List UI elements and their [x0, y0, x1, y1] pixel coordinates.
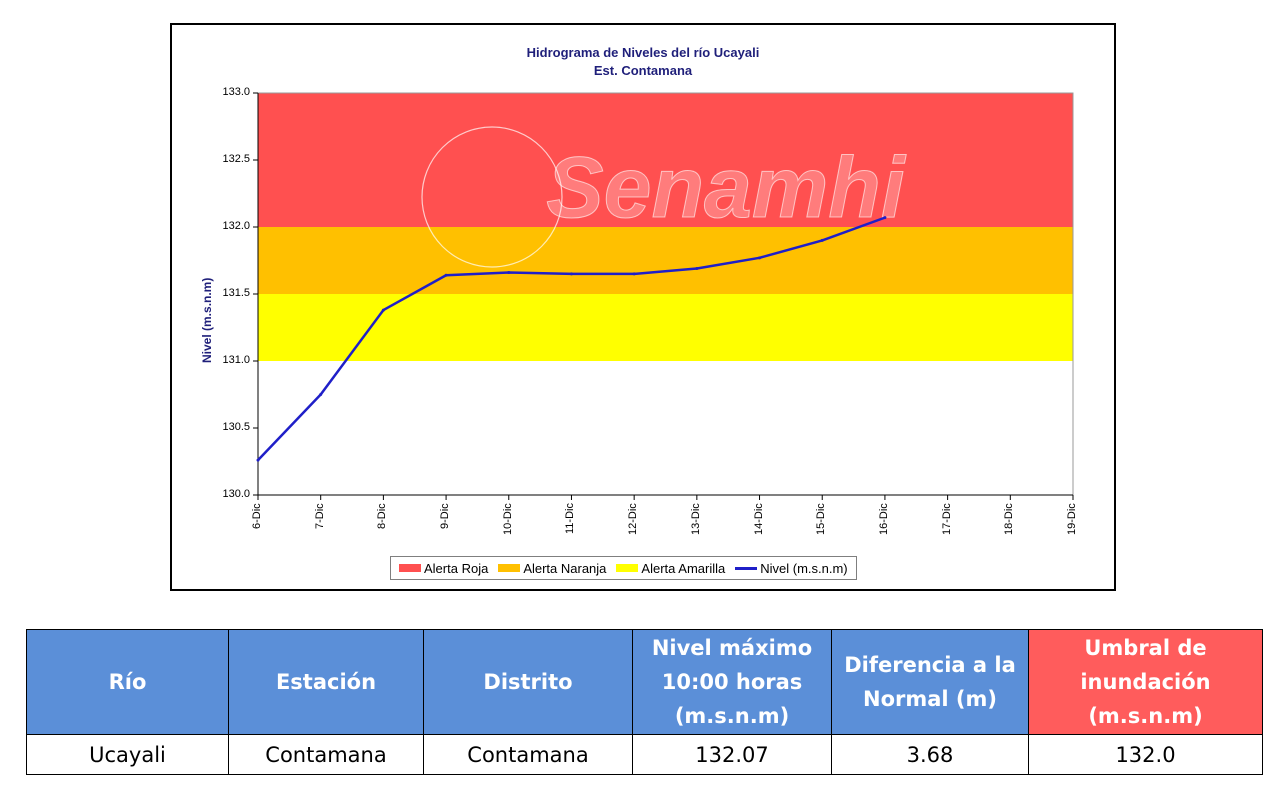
data-point: [883, 216, 887, 220]
data-point: [569, 272, 573, 276]
header-nivel-maximo: Nivel máximo 10:00 horas (m.s.n.m): [632, 629, 832, 735]
legend-label-amarilla: Alerta Amarilla: [641, 560, 726, 576]
header-distrito: Distrito: [423, 629, 633, 735]
x-tick-label: 9-Dic: [439, 503, 452, 529]
x-tick-label: 7-Dic: [313, 503, 326, 529]
cell-nivel-maximo: 132.07: [632, 734, 832, 775]
x-tick-label: 12-Dic: [627, 503, 640, 535]
table-row: Ucayali Contamana Contamana 132.07 3.68 …: [26, 734, 1263, 775]
x-tick-label: 10-Dic: [501, 503, 514, 535]
y-tick-label: 130.0: [222, 488, 250, 500]
legend-item-roja: Alerta Roja: [399, 561, 488, 576]
chart-legend: Alerta Roja Alerta Naranja Alerta Amaril…: [390, 556, 857, 580]
chart-plot: Senamhi: [253, 92, 1074, 500]
data-point: [381, 308, 385, 312]
data-point: [820, 238, 824, 242]
watermark-sun-icon: [421, 126, 563, 268]
data-point: [319, 393, 323, 396]
y-tick-label: 131.0: [222, 354, 250, 366]
y-tick-label: 131.5: [222, 287, 250, 299]
x-tick-label: 18-Dic: [1003, 503, 1016, 535]
x-tick-label: 17-Dic: [940, 503, 953, 535]
cell-diferencia: 3.68: [831, 734, 1029, 775]
data-point: [632, 272, 636, 276]
x-tick-label: 19-Dic: [1066, 503, 1078, 535]
data-point: [444, 273, 448, 277]
band-alerta-amarilla: [258, 294, 1073, 361]
legend-swatch-naranja: [498, 564, 521, 572]
data-point: [507, 271, 511, 275]
chart-title: Hidrograma de Niveles del río Ucayali: [526, 45, 760, 60]
header-estacion: Estación: [228, 629, 424, 735]
x-tick-label: 6-Dic: [251, 503, 263, 529]
legend-label-nivel: Nivel (m.s.n.m): [760, 560, 848, 576]
header-umbral: Umbral de inundación (m.s.n.m): [1028, 629, 1263, 735]
watermark-text: Senamhi: [546, 140, 907, 236]
table-header-row: Río Estación Distrito Nivel máximo 10:00…: [26, 629, 1263, 735]
y-tick-label: 132.5: [222, 153, 250, 165]
cell-estacion: Contamana: [228, 734, 424, 775]
summary-table: Río Estación Distrito Nivel máximo 10:00…: [26, 629, 1263, 775]
legend-item-naranja: Alerta Naranja: [498, 561, 606, 576]
legend-item-amarilla: Alerta Amarilla: [616, 561, 725, 576]
chart-subtitle: Est. Contamana: [593, 63, 693, 78]
legend-swatch-amarilla: [616, 564, 639, 572]
legend-item-nivel: Nivel (m.s.n.m): [735, 560, 848, 576]
x-tick-label: 16-Dic: [877, 503, 890, 535]
y-tick-label: 132.0: [222, 220, 250, 232]
x-tick-label: 13-Dic: [689, 503, 702, 535]
cell-umbral: 132.0: [1028, 734, 1263, 775]
legend-label-naranja: Alerta Naranja: [523, 560, 607, 576]
legend-swatch-roja: [399, 564, 421, 572]
band-alerta-roja: [258, 93, 1073, 227]
x-tick-label: 8-Dic: [376, 503, 389, 529]
data-point: [256, 458, 260, 462]
x-tick-label: 14-Dic: [752, 503, 765, 535]
chart-frame: Senamhi Hidrograma de Niveles del río Uc…: [170, 23, 1116, 591]
x-tick-label: 11-Dic: [564, 503, 577, 534]
band-alerta-naranja: [258, 227, 1073, 294]
data-point: [758, 256, 762, 260]
header-diferencia: Diferencia a la Normal (m): [831, 629, 1029, 735]
legend-line-nivel: [735, 566, 758, 570]
cell-distrito: Contamana: [423, 734, 633, 775]
y-tick-label: 133.0: [222, 86, 250, 98]
x-tick-label: 15-Dic: [815, 503, 828, 535]
data-point: [695, 267, 699, 271]
header-rio: Río: [26, 629, 229, 735]
cell-rio: Ucayali: [26, 734, 229, 775]
y-tick-label: 130.5: [222, 421, 250, 433]
legend-label-roja: Alerta Roja: [424, 560, 489, 576]
